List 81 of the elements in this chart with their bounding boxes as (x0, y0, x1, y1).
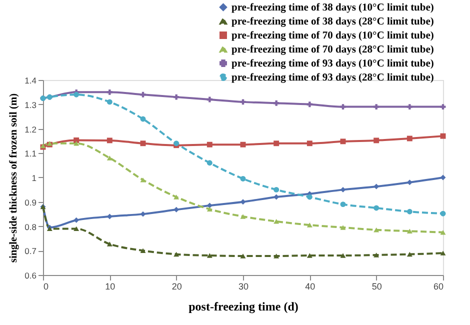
point (106, 156, 112, 160)
point (74, 92, 80, 98)
point (340, 202, 346, 208)
y-tick-label: 1 (32, 173, 37, 183)
point (406, 104, 412, 110)
point (240, 214, 246, 219)
point (174, 94, 180, 100)
x-tick-label: 20 (172, 282, 182, 292)
legend-label: pre-freezing time of 70 days (28°C limit tube) (232, 44, 434, 56)
point (374, 205, 380, 211)
x-tick-label: 60 (433, 282, 444, 292)
point (74, 217, 80, 223)
point (74, 226, 80, 232)
point (106, 138, 112, 144)
legend-label: pre-freezing time of 93 days (28°C limit tube) (232, 72, 434, 84)
point (440, 250, 446, 256)
point (174, 252, 180, 257)
point (274, 100, 280, 106)
point (306, 222, 312, 228)
point (274, 219, 280, 224)
x-tick-label: 40 (305, 282, 316, 292)
legend-label: pre-freezing time of 38 days (28°C limit tube) (232, 16, 434, 28)
point (274, 186, 280, 192)
x-tick-label: 30 (238, 282, 249, 292)
point (240, 254, 246, 258)
point (440, 174, 446, 180)
point (106, 242, 112, 246)
point (440, 133, 446, 139)
point (106, 89, 112, 95)
point (206, 96, 212, 102)
point (240, 142, 246, 148)
point (306, 194, 312, 200)
point (206, 253, 212, 258)
point (306, 140, 312, 146)
point (340, 253, 346, 258)
point (340, 138, 346, 144)
point (206, 206, 212, 212)
point (106, 99, 112, 105)
point (440, 104, 446, 110)
point (306, 253, 312, 258)
x-tick-label: 50 (372, 282, 382, 292)
y-tick-label: 1.2 (24, 124, 37, 134)
legend-label: pre-freezing time of 93 days (10°C limit tube) (232, 58, 434, 70)
legend-label: pre-freezing time of 70 days (10°C limit tube) (232, 30, 434, 42)
y-axis-title: single-side thickness of frozen soil (m) (8, 92, 20, 263)
point (140, 248, 146, 253)
y-tick-label: 0.9 (24, 197, 37, 208)
point (206, 160, 212, 166)
x-tick-label: 10 (105, 282, 116, 292)
point (406, 228, 412, 234)
point (240, 199, 246, 205)
point (440, 210, 446, 216)
point (140, 116, 146, 122)
x-tick-label: 0 (44, 282, 49, 292)
point (140, 140, 146, 146)
point (406, 136, 412, 142)
point (374, 252, 380, 258)
point (240, 176, 246, 182)
y-tick-label: 1.3 (24, 100, 37, 110)
y-tick-label: 1.1 (24, 148, 37, 159)
point (306, 102, 312, 108)
point (140, 178, 146, 182)
point (74, 141, 80, 146)
point (274, 140, 280, 146)
point (74, 137, 80, 143)
x-axis-title: post-freezing time (d) (188, 300, 298, 314)
point (206, 142, 212, 148)
point (174, 194, 180, 200)
point (374, 138, 380, 144)
y-tick-label: 1.4 (24, 76, 37, 86)
point (406, 252, 412, 257)
point (374, 104, 380, 110)
point (374, 228, 380, 232)
point (340, 225, 346, 230)
y-tick-label: 0.7 (24, 246, 37, 256)
point (274, 254, 280, 258)
y-tick-label: 0.6 (24, 270, 37, 280)
point (340, 104, 346, 110)
legend-label: pre-freezing time of 38 days (10°C limit tube) (232, 2, 434, 14)
point (406, 208, 412, 214)
y-tick-label: 0.8 (24, 222, 37, 232)
